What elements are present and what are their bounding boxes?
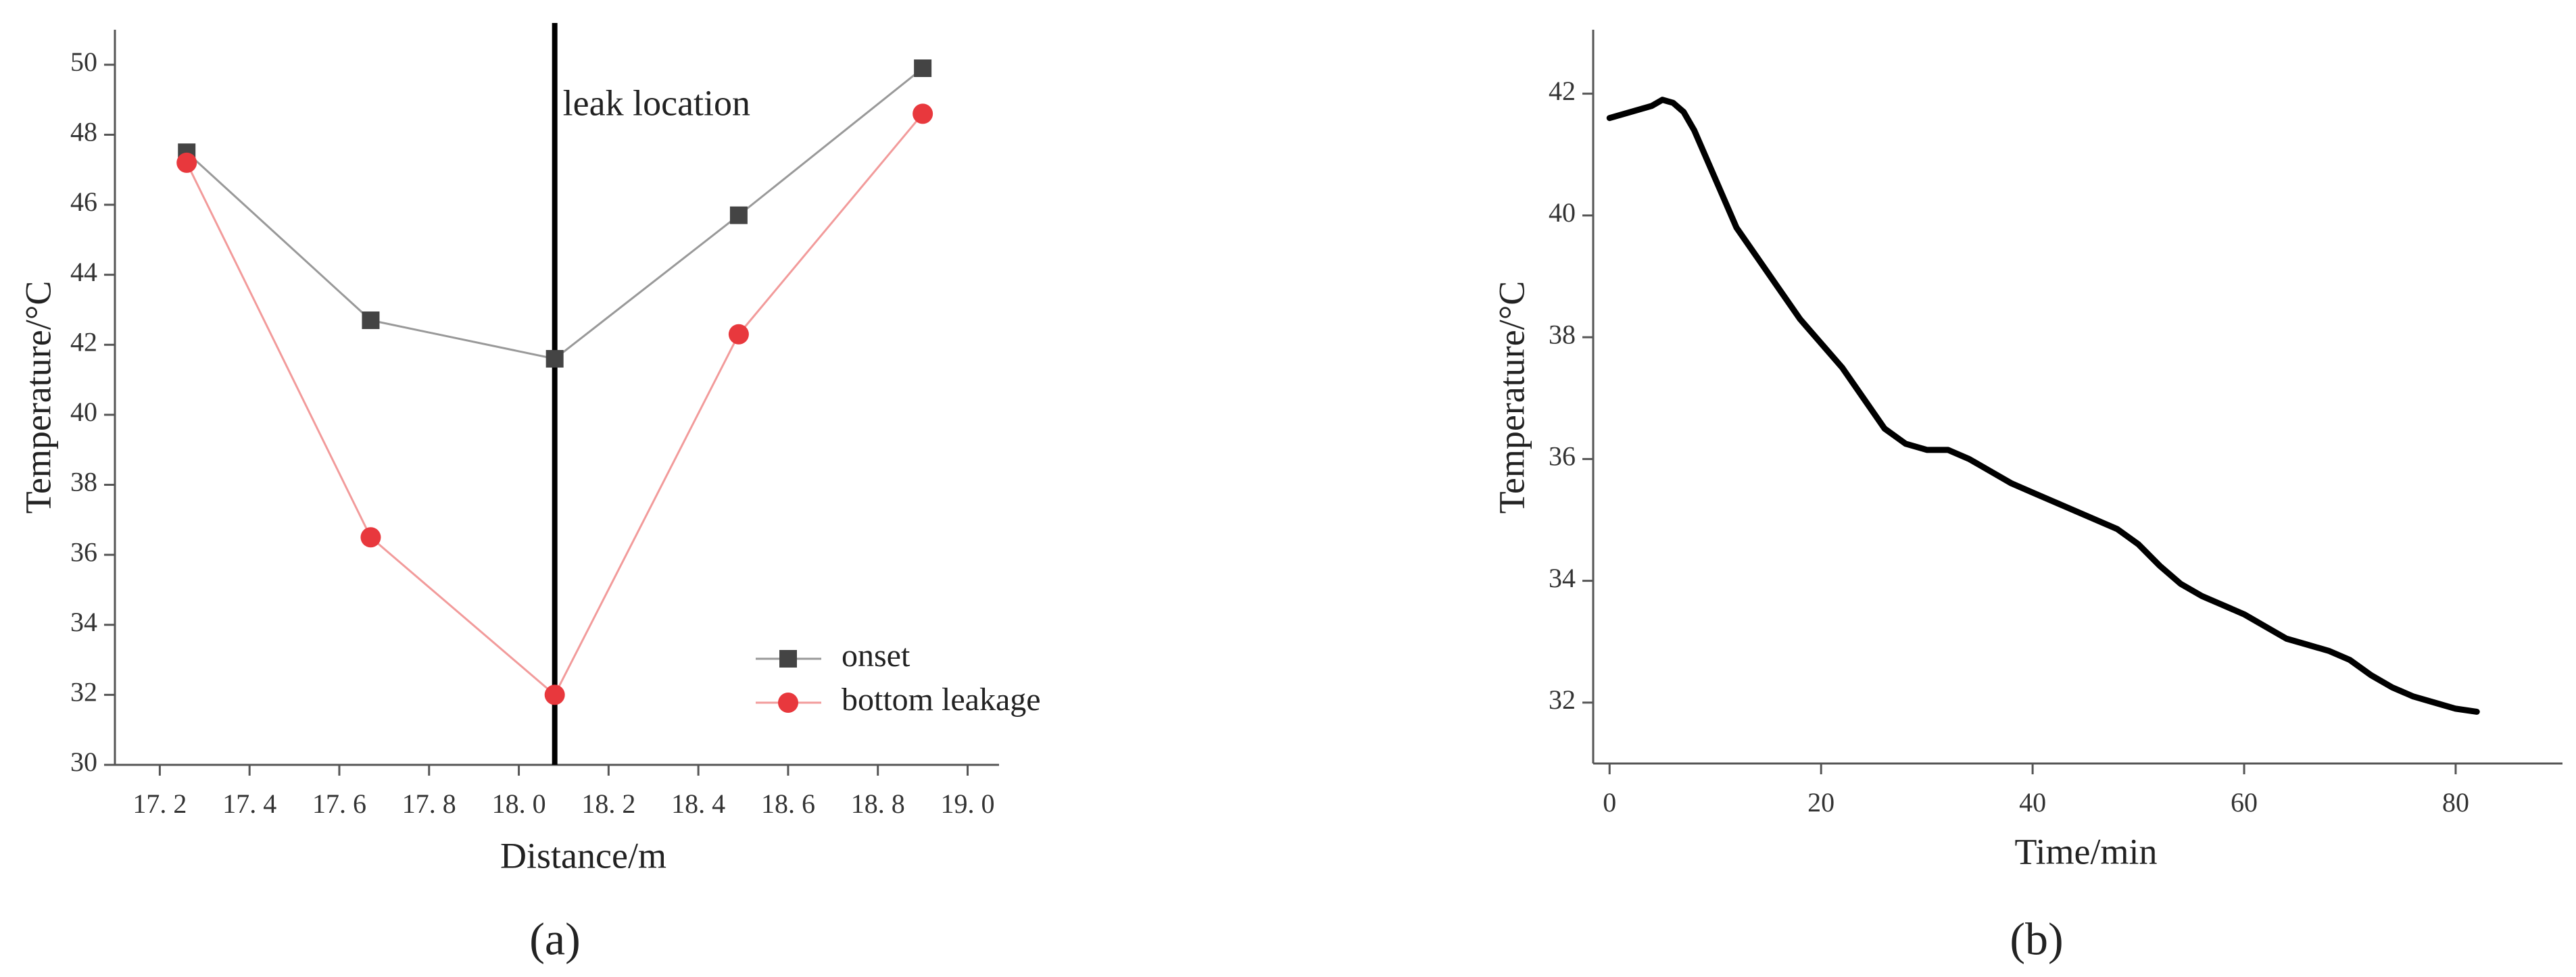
x-tick-label: 17. 6	[312, 788, 366, 819]
y-tick-label: 40	[1549, 197, 1576, 228]
y-tick-label: 38	[1549, 319, 1576, 349]
x-tick-label: 0	[1603, 787, 1616, 818]
legend-label: bottom leakage	[842, 682, 1041, 718]
point	[176, 152, 197, 173]
y-tick-label: 36	[70, 536, 97, 567]
y-tick-label: 36	[1549, 441, 1576, 472]
y-tick-label: 42	[1549, 76, 1576, 106]
point	[544, 684, 565, 705]
legend-label: onset	[842, 638, 910, 674]
x-axis-title: Time/min	[2014, 831, 2157, 872]
y-tick-label: 48	[70, 117, 97, 147]
point	[545, 350, 564, 368]
panel-caption: (a)	[529, 913, 580, 965]
y-tick-label: 46	[70, 186, 97, 217]
x-tick-label: 18. 8	[851, 788, 905, 819]
x-tick-label: 17. 4	[222, 788, 276, 819]
x-tick-label: 18. 0	[492, 788, 546, 819]
point	[360, 527, 381, 548]
y-tick-label: 32	[1549, 684, 1576, 715]
y-axis-title: Temperature/°C	[1491, 281, 1532, 514]
x-tick-label: 17. 2	[132, 788, 187, 819]
y-tick-label: 34	[70, 607, 97, 637]
x-tick-label: 17. 8	[402, 788, 456, 819]
point	[913, 103, 933, 124]
y-tick-label: 32	[70, 677, 97, 707]
x-tick-label: 18. 2	[581, 788, 635, 819]
y-tick-label: 44	[70, 257, 97, 287]
y-tick-label: 42	[70, 326, 97, 357]
x-tick-label: 20	[1807, 787, 1834, 818]
point	[914, 59, 932, 77]
y-tick-label: 30	[70, 747, 97, 777]
legend-marker	[779, 650, 797, 668]
y-tick-label: 38	[70, 467, 97, 497]
x-tick-label: 19. 0	[941, 788, 995, 819]
x-tick-label: 18. 4	[671, 788, 725, 819]
y-tick-label: 34	[1549, 563, 1576, 593]
y-tick-label: 40	[70, 397, 97, 427]
panel-caption: (b)	[2010, 913, 2063, 965]
point	[728, 324, 749, 345]
series-line	[1606, 97, 2480, 715]
annotation: leak location	[563, 82, 750, 123]
legend-marker	[778, 693, 798, 713]
y-tick-label: 50	[70, 47, 97, 77]
x-axis-title: Distance/m	[500, 835, 666, 876]
x-tick-label: 80	[2442, 787, 2469, 818]
y-axis-title: Temperature/°C	[18, 281, 58, 514]
point	[729, 206, 748, 224]
x-tick-label: 40	[2019, 787, 2046, 818]
x-tick-label: 60	[2231, 787, 2258, 818]
x-tick-label: 18. 6	[761, 788, 815, 819]
point	[362, 311, 380, 330]
